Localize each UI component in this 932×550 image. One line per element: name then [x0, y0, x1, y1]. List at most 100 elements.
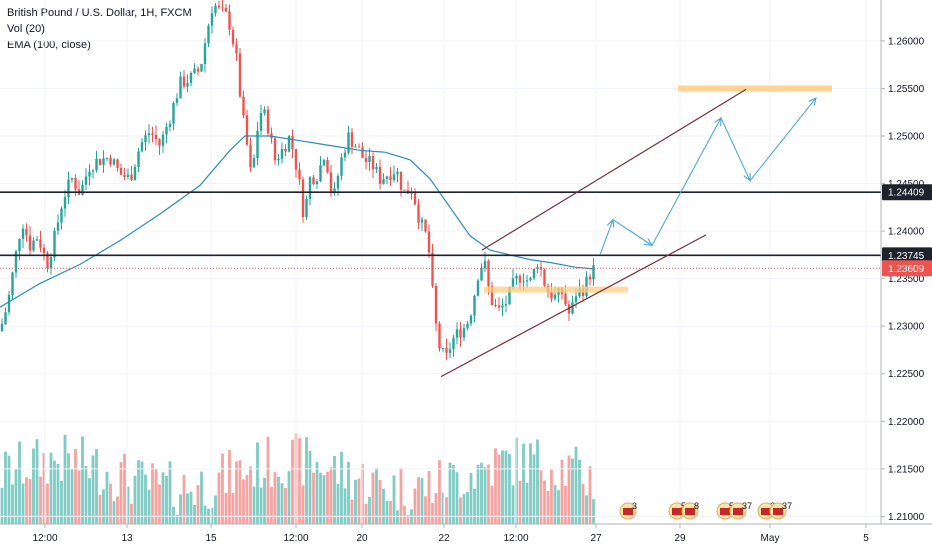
volume-bar	[228, 450, 231, 524]
price-tick-label: 1.26000	[888, 36, 925, 47]
volume-bar	[46, 483, 49, 524]
candle-body	[322, 160, 326, 166]
candle-body	[252, 158, 256, 168]
candle-body	[476, 280, 480, 296]
projection-arrowhead	[808, 96, 817, 106]
volume-bar	[322, 475, 326, 524]
resistance-zone	[678, 85, 832, 92]
volume-bar	[63, 434, 67, 524]
candle-body	[522, 281, 525, 283]
volume-bar	[354, 479, 357, 524]
volume-bar	[196, 485, 200, 524]
candle-body	[333, 188, 336, 193]
candle-body	[287, 135, 291, 152]
candle-body	[553, 294, 557, 299]
volume-bar	[480, 462, 483, 524]
volume-bar	[406, 514, 410, 524]
candle-body	[483, 260, 487, 269]
candle-body	[571, 302, 574, 314]
candle-body	[427, 231, 431, 253]
volume-bar	[368, 496, 371, 524]
candle-body	[298, 169, 301, 180]
candle-body	[312, 177, 315, 185]
candle-body	[567, 304, 571, 314]
volume-bar	[284, 487, 287, 524]
candle-body	[340, 157, 343, 176]
volume-bar	[126, 486, 130, 524]
event-count: 37	[742, 501, 752, 511]
volume-bar	[53, 460, 56, 524]
candle-body	[4, 312, 7, 324]
candle-body	[371, 155, 375, 170]
volume-bar	[182, 474, 186, 524]
support-zone	[484, 286, 628, 293]
time-tick-label: 22	[438, 533, 450, 544]
candle-body	[42, 247, 46, 254]
horizontal-levels	[0, 191, 881, 269]
volume-bar	[161, 472, 165, 524]
volume-bar	[116, 496, 119, 524]
candle-body	[210, 13, 214, 26]
volume-bar	[305, 437, 308, 524]
price-tick-label: 1.23000	[888, 322, 925, 333]
candle-body	[497, 305, 501, 308]
candle-body	[158, 139, 161, 146]
candle-body	[511, 278, 515, 287]
channel-upper-line	[481, 88, 747, 251]
candle-body	[343, 152, 347, 158]
volume-bar	[109, 483, 112, 524]
volume-bar	[273, 472, 277, 524]
candle-body	[56, 222, 60, 231]
candle-body	[361, 147, 364, 158]
volume-bar	[343, 488, 347, 524]
volume-bar	[378, 480, 382, 524]
candle-body	[448, 349, 452, 353]
candle-body	[364, 157, 368, 163]
drawings	[440, 85, 832, 378]
volume-bar	[413, 488, 417, 524]
volume-bar	[74, 448, 77, 524]
time-tick-label: 29	[674, 533, 686, 544]
candle-body	[515, 276, 518, 279]
candle-body	[7, 294, 11, 313]
event-flag-stripe	[720, 508, 730, 515]
candle-body	[221, 7, 224, 9]
volume-bar	[214, 495, 217, 524]
candle-body	[133, 166, 137, 181]
candle-body	[494, 305, 497, 307]
candle-body	[431, 252, 434, 286]
volume-bar	[42, 453, 46, 524]
volume-bar	[392, 475, 396, 524]
volume-pane	[0, 433, 595, 524]
candle-body	[60, 208, 63, 223]
projection-arrowhead	[643, 238, 654, 247]
volume-bar	[35, 439, 39, 524]
candle-body	[151, 133, 154, 135]
symbol-title[interactable]: British Pound / U.S. Dollar, 1H, FXCM	[7, 7, 192, 19]
candle-body	[242, 96, 245, 116]
candle-body	[592, 265, 595, 280]
candle-body	[140, 142, 144, 152]
volume-bar	[424, 496, 427, 524]
volume-bar	[84, 465, 88, 524]
candle-body	[273, 138, 277, 161]
ema-indicator-label[interactable]: EMA (100, close)	[7, 39, 91, 51]
volume-bar	[329, 467, 333, 524]
volume-bar	[119, 462, 123, 524]
volume-indicator-label[interactable]: Vol (20)	[7, 23, 45, 35]
candle-body	[469, 315, 473, 324]
candle-body	[98, 158, 102, 165]
candle-body	[196, 68, 200, 72]
volume-bar	[564, 486, 567, 524]
volume-bar	[98, 494, 102, 524]
candle-body	[385, 176, 389, 180]
candle-body	[466, 323, 469, 329]
level-price-badge	[882, 184, 932, 201]
volume-bar	[455, 472, 459, 524]
time-tick-label: 12:00	[503, 533, 528, 544]
volume-bar	[490, 485, 494, 524]
candle-body	[413, 192, 417, 205]
volume-bar	[266, 436, 270, 524]
